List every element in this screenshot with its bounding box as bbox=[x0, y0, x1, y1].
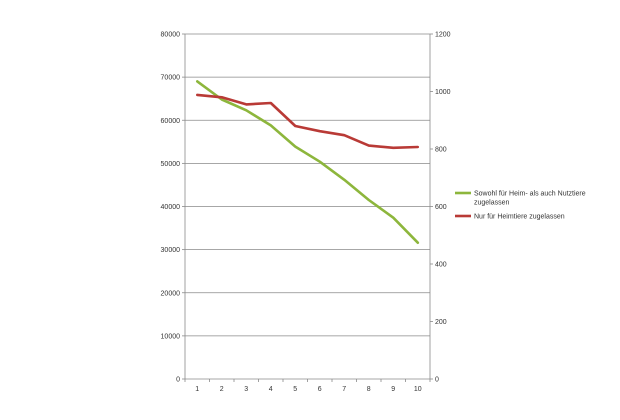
legend-item: Nur für Heimtiere zugelassen bbox=[455, 214, 565, 221]
series-line-1 bbox=[196, 80, 420, 244]
legend-item: Sowohl für Heim- als auch Nutztiere zugel… bbox=[455, 191, 586, 207]
x-axis-tick-label: 3 bbox=[244, 386, 248, 393]
series-line-2 bbox=[196, 93, 420, 150]
legend: Sowohl für Heim- als auch Nutztiere zugel… bbox=[455, 191, 586, 221]
x-axis-tick-label: 1 bbox=[195, 386, 199, 393]
right-axis-tick-label: 1200 bbox=[435, 32, 451, 39]
right-axis-tick-label: 600 bbox=[435, 204, 447, 211]
left-axis-tick-label: 60000 bbox=[161, 118, 181, 125]
right-axis-tick-label: 200 bbox=[435, 319, 447, 326]
x-axis-tick-label: 2 bbox=[220, 386, 224, 393]
legend-label: Nur für Heimtiere zugelassen bbox=[474, 214, 565, 221]
gridlines bbox=[185, 33, 430, 337]
x-axis-tick-label: 4 bbox=[269, 386, 273, 393]
left-axis-tick-label: 30000 bbox=[161, 247, 181, 254]
right-axis-tick-label: 800 bbox=[435, 147, 447, 154]
left-axis-tick-label: 0 bbox=[176, 377, 180, 384]
x-axis-tick-label: 10 bbox=[414, 386, 422, 393]
series-lines bbox=[196, 80, 420, 244]
left-axis-tick-label: 40000 bbox=[161, 204, 181, 211]
left-axis-tick-labels: 0 10000 20000 30000 40000 50000 60000 70000 8000… bbox=[161, 32, 181, 384]
right-axis-tick-label: 400 bbox=[435, 262, 447, 269]
right-axis-tick-label: 1000 bbox=[435, 89, 451, 96]
left-axis-tick-label: 20000 bbox=[161, 290, 181, 297]
x-axis-tick-label: 5 bbox=[293, 386, 297, 393]
x-axis-tick-label: 6 bbox=[318, 386, 322, 393]
legend-label: zugelassen bbox=[474, 200, 510, 207]
x-axis-tick-label: 7 bbox=[342, 386, 346, 393]
x-axis-tick-label: 9 bbox=[391, 386, 395, 393]
left-axis-tick-label: 70000 bbox=[161, 75, 181, 82]
right-axis-tick-labels: 0 200 400 600 800 1000 1200 bbox=[435, 32, 451, 384]
legend-label: Sowohl für Heim- als auch Nutztiere bbox=[474, 191, 586, 198]
left-axis-tick-label: 50000 bbox=[161, 161, 181, 168]
left-axis-tick-label: 80000 bbox=[161, 32, 181, 39]
x-axis-tick-labels: 1 2 3 4 5 6 7 8 9 10 bbox=[195, 386, 421, 393]
right-axis-tick-label: 0 bbox=[435, 377, 439, 384]
x-axis-tick-label: 8 bbox=[367, 386, 371, 393]
axes bbox=[182, 33, 433, 382]
left-axis-tick-label: 10000 bbox=[161, 333, 181, 340]
